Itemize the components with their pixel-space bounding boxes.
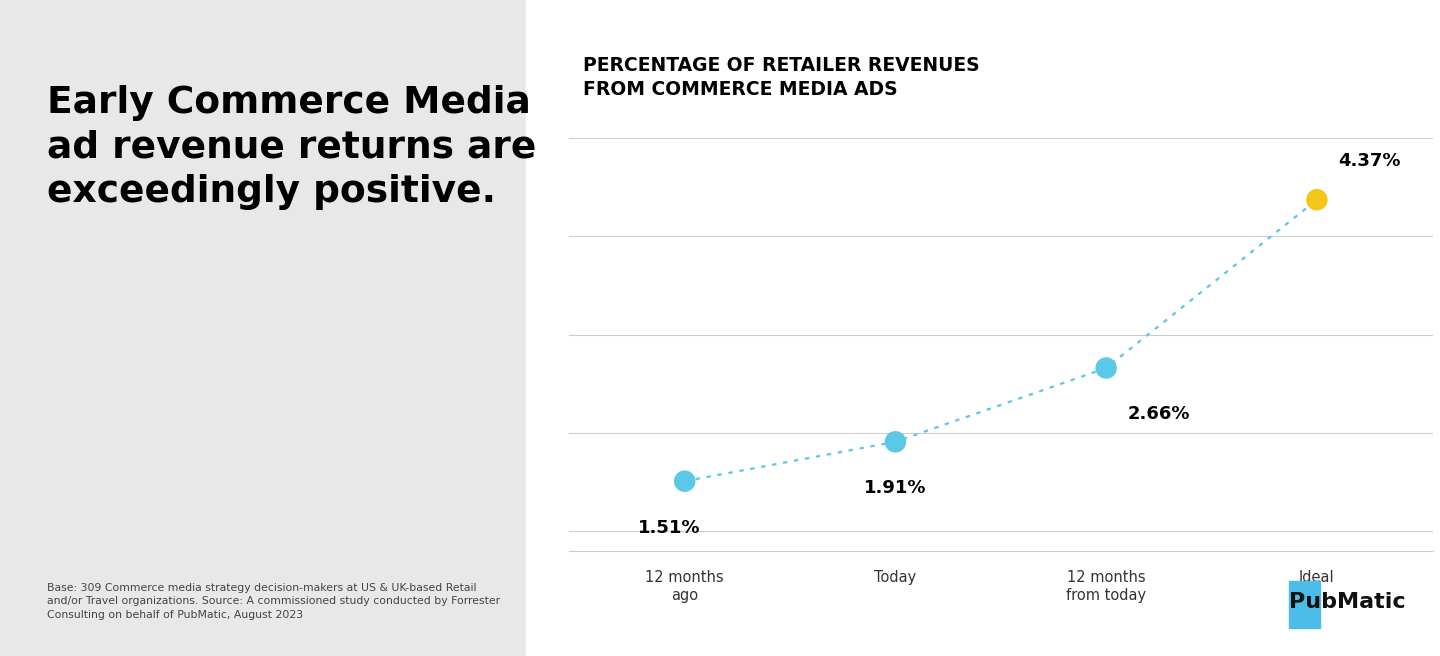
Point: [672, 476, 696, 487]
Point: [1094, 363, 1117, 373]
Text: 4.37%: 4.37%: [1338, 152, 1401, 171]
Text: Base: 309 Commerce media strategy decision-makers at US & UK-based Retail
and/or: Base: 309 Commerce media strategy decisi…: [48, 583, 501, 620]
Point: [884, 437, 907, 447]
Text: 2.66%: 2.66%: [1128, 405, 1189, 423]
Text: 1.91%: 1.91%: [864, 479, 926, 497]
Text: 1.51%: 1.51%: [638, 518, 701, 537]
Text: Early Commerce Media
ad revenue returns are
exceedingly positive.: Early Commerce Media ad revenue returns …: [48, 85, 537, 210]
Text: PubMatic: PubMatic: [1289, 592, 1405, 612]
Point: [1306, 194, 1329, 205]
Text: PERCENTAGE OF RETAILER REVENUES
FROM COMMERCE MEDIA ADS: PERCENTAGE OF RETAILER REVENUES FROM COM…: [583, 56, 979, 99]
